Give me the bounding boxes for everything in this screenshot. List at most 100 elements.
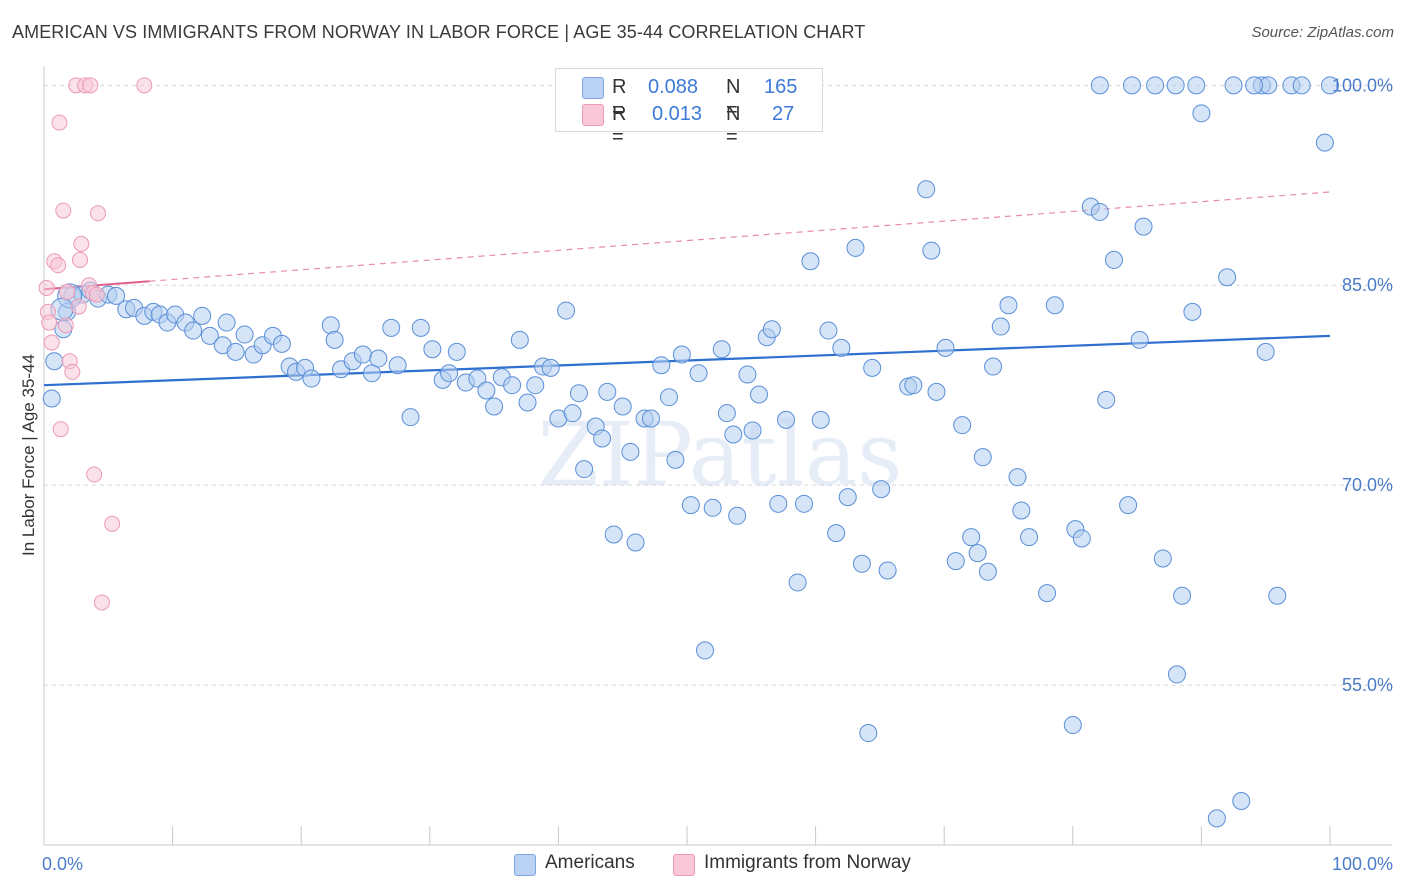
tick-labels: 55.0% 70.0% 85.0% 100.0% 0.0% 100.0%	[42, 75, 1393, 874]
americans-point	[1063, 716, 1082, 735]
americans-point	[1192, 104, 1211, 123]
americans-point	[184, 321, 203, 340]
americans-point	[728, 506, 747, 525]
americans-point	[388, 356, 407, 375]
americans-point	[193, 306, 212, 325]
norway-point	[88, 286, 105, 303]
legend-n-label: N =	[726, 76, 741, 121]
americans-point	[1045, 296, 1064, 315]
americans-point	[978, 562, 997, 581]
americans-point	[1119, 496, 1138, 515]
americans-point	[846, 238, 865, 257]
americans-point	[353, 345, 372, 364]
americans-point	[672, 345, 691, 364]
americans-point	[689, 364, 708, 383]
grid-lines	[44, 84, 1392, 686]
norway-point	[72, 251, 89, 268]
americans-point	[973, 448, 992, 467]
norway-point	[136, 77, 153, 94]
americans-point	[1090, 202, 1109, 221]
americans-point	[1008, 468, 1027, 487]
americans-point	[1072, 529, 1091, 548]
legend-r-value: 0.013	[652, 103, 703, 125]
americans-point	[659, 388, 678, 407]
norway-point	[41, 314, 58, 331]
americans-point	[696, 641, 715, 660]
americans-point	[401, 408, 420, 427]
americans-point	[811, 410, 830, 429]
americans-point	[991, 317, 1010, 336]
axes	[43, 66, 1392, 846]
bottom-legend-swatch-pink	[673, 854, 695, 876]
americans-point	[557, 301, 576, 320]
americans-point	[485, 397, 504, 416]
americans-point	[1146, 76, 1165, 95]
americans-point	[1130, 330, 1149, 349]
chart-source: Source: ZipAtlas.com	[1251, 24, 1394, 41]
legend-r-label: R =	[612, 103, 627, 148]
americans-point	[226, 342, 245, 361]
americans-point	[468, 369, 487, 388]
americans-point	[936, 338, 955, 357]
americans-point	[999, 296, 1018, 315]
americans-point	[621, 442, 640, 461]
americans-point	[1218, 268, 1237, 287]
legend-n-value: 165	[764, 76, 798, 98]
americans-point	[1292, 76, 1311, 95]
legend-n-value: 27	[772, 103, 795, 125]
americans-point	[1097, 390, 1116, 409]
americans-point	[1321, 76, 1339, 95]
norway-trend-line-dashed	[149, 191, 1331, 282]
americans-point	[1104, 250, 1123, 269]
norway-point	[43, 334, 60, 351]
americans-point	[863, 358, 882, 377]
norway-point	[73, 235, 90, 252]
americans-point	[1245, 76, 1264, 95]
norway-point	[90, 205, 107, 222]
americans-point	[717, 404, 736, 423]
americans-point	[440, 364, 459, 383]
americans-point	[1187, 76, 1206, 95]
americans-point	[1166, 76, 1185, 95]
americans-point	[382, 318, 401, 337]
americans-point	[510, 330, 529, 349]
americans-point	[968, 544, 987, 563]
americans-point	[411, 318, 430, 337]
americans-point	[738, 365, 757, 384]
americans-point	[1315, 133, 1334, 152]
americans-point	[575, 460, 594, 479]
americans-point	[859, 724, 878, 743]
americans-point	[1038, 584, 1057, 603]
bottom-legend-label: Immigrants from Norway	[704, 852, 911, 873]
norway-point	[50, 257, 67, 274]
americans-point	[953, 416, 972, 435]
americans-point	[1012, 501, 1031, 520]
americans-point	[962, 528, 981, 547]
americans-point	[1134, 217, 1153, 236]
americans-point	[703, 498, 722, 517]
americans-point	[272, 334, 291, 353]
americans-point	[946, 552, 965, 571]
legend-n-label: N =	[726, 103, 741, 148]
norway-point	[82, 77, 99, 94]
legend-swatch-pink	[582, 104, 604, 126]
americans-point	[904, 376, 923, 395]
norway-point	[93, 594, 110, 611]
y-tick-label: 85.0%	[1342, 275, 1393, 295]
americans-point	[1256, 342, 1275, 361]
americans-point	[743, 421, 762, 440]
americans-point	[917, 180, 936, 199]
americans-point	[518, 393, 537, 412]
americans-point	[503, 376, 522, 395]
americans-point	[526, 376, 545, 395]
norway-point	[64, 363, 81, 380]
americans-point	[984, 357, 1003, 376]
americans-point	[569, 384, 588, 403]
x-tick-label: 100.0%	[1332, 854, 1393, 874]
americans-point	[769, 494, 788, 513]
americans-point	[1207, 809, 1226, 828]
americans-point	[878, 561, 897, 580]
americans-point	[1020, 528, 1039, 547]
americans-point	[832, 338, 851, 357]
